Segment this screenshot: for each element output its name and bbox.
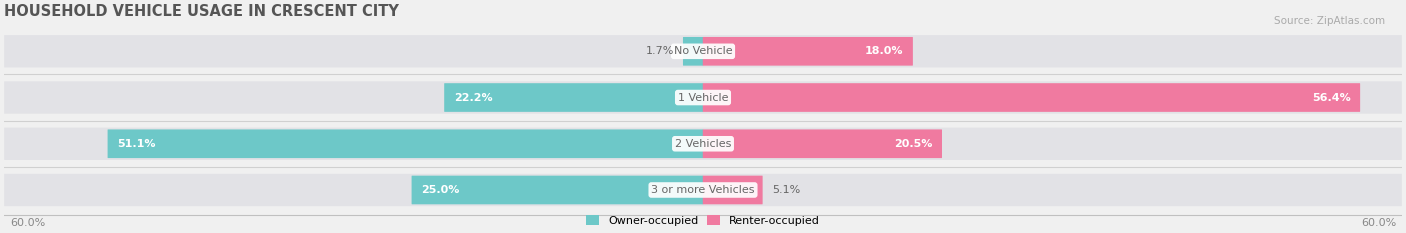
Text: 56.4%: 56.4%: [1312, 93, 1351, 103]
FancyBboxPatch shape: [4, 128, 1402, 160]
FancyBboxPatch shape: [108, 129, 703, 158]
FancyBboxPatch shape: [444, 83, 703, 112]
FancyBboxPatch shape: [703, 37, 912, 66]
FancyBboxPatch shape: [4, 174, 1402, 206]
Text: 60.0%: 60.0%: [1361, 218, 1396, 228]
FancyBboxPatch shape: [4, 81, 1402, 114]
Text: 5.1%: 5.1%: [772, 185, 800, 195]
Legend: Owner-occupied, Renter-occupied: Owner-occupied, Renter-occupied: [581, 211, 825, 230]
Text: No Vehicle: No Vehicle: [673, 46, 733, 56]
Text: 1 Vehicle: 1 Vehicle: [678, 93, 728, 103]
Text: 20.5%: 20.5%: [894, 139, 932, 149]
Text: 2 Vehicles: 2 Vehicles: [675, 139, 731, 149]
Text: 18.0%: 18.0%: [865, 46, 903, 56]
FancyBboxPatch shape: [703, 176, 762, 204]
Text: 51.1%: 51.1%: [117, 139, 156, 149]
FancyBboxPatch shape: [703, 129, 942, 158]
FancyBboxPatch shape: [412, 176, 703, 204]
Text: 1.7%: 1.7%: [645, 46, 673, 56]
FancyBboxPatch shape: [703, 83, 1360, 112]
FancyBboxPatch shape: [4, 35, 1402, 68]
Text: 60.0%: 60.0%: [10, 218, 45, 228]
Text: HOUSEHOLD VEHICLE USAGE IN CRESCENT CITY: HOUSEHOLD VEHICLE USAGE IN CRESCENT CITY: [4, 4, 399, 19]
Text: 22.2%: 22.2%: [454, 93, 492, 103]
FancyBboxPatch shape: [683, 37, 703, 66]
Text: 25.0%: 25.0%: [422, 185, 460, 195]
Text: 3 or more Vehicles: 3 or more Vehicles: [651, 185, 755, 195]
Text: Source: ZipAtlas.com: Source: ZipAtlas.com: [1274, 16, 1385, 26]
